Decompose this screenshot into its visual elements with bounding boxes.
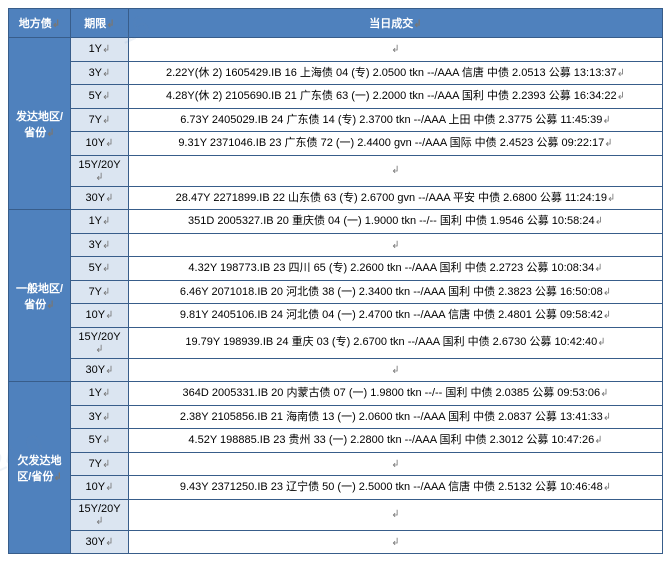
term-cell: 10Y↲ xyxy=(71,132,129,156)
table-row: 5Y↲4.32Y 198773.IB 23 四川 65 (专) 2.2600 t… xyxy=(9,257,663,281)
data-cell: 2.22Y(休 2) 1605429.IB 16 上海债 04 (专) 2.05… xyxy=(129,61,663,85)
term-cell: 3Y↲ xyxy=(71,405,129,429)
data-cell: 4.28Y(休 2) 2105690.IB 21 广东债 63 (一) 2.20… xyxy=(129,85,663,109)
term-cell: 30Y↲ xyxy=(71,186,129,210)
section-header: 一般地区/省份↲ xyxy=(9,210,71,382)
table-row: 3Y↲↲ xyxy=(9,233,663,257)
table-row: 3Y↲2.38Y 2105856.IB 21 海南债 13 (一) 2.0600… xyxy=(9,405,663,429)
term-cell: 10Y↲ xyxy=(71,476,129,500)
data-cell: 364D 2005331.IB 20 内蒙古债 07 (一) 1.9800 tk… xyxy=(129,382,663,406)
table-row: 15Y/20Y↲19.79Y 198939.IB 24 重庆 03 (专) 2.… xyxy=(9,327,663,358)
table-row: 10Y↲9.31Y 2371046.IB 23 广东债 72 (一) 2.440… xyxy=(9,132,663,156)
data-cell: 9.81Y 2405106.IB 24 河北债 04 (一) 2.4700 tk… xyxy=(129,304,663,328)
data-cell: 28.47Y 2271899.IB 22 山东债 63 (专) 2.6700 g… xyxy=(129,186,663,210)
table-row: 10Y↲9.81Y 2405106.IB 24 河北债 04 (一) 2.470… xyxy=(9,304,663,328)
header-col3: 当日成交↲ xyxy=(129,9,663,38)
data-cell: 9.43Y 2371250.IB 23 辽宁债 50 (一) 2.5000 tk… xyxy=(129,476,663,500)
table-row: 15Y/20Y↲↲ xyxy=(9,499,663,530)
data-cell: 4.32Y 198773.IB 23 四川 65 (专) 2.2600 tkn … xyxy=(129,257,663,281)
term-cell: 15Y/20Y↲ xyxy=(71,327,129,358)
section-header: 欠发达地区/省份↲ xyxy=(9,382,71,554)
table-row: 10Y↲9.43Y 2371250.IB 23 辽宁债 50 (一) 2.500… xyxy=(9,476,663,500)
term-cell: 1Y↲ xyxy=(71,38,129,62)
section-header: 发达地区/省份↲ xyxy=(9,38,71,210)
data-cell: 6.46Y 2071018.IB 20 河北债 38 (一) 2.3400 tk… xyxy=(129,280,663,304)
data-cell: 19.79Y 198939.IB 24 重庆 03 (专) 2.6700 tkn… xyxy=(129,327,663,358)
term-cell: 1Y↲ xyxy=(71,382,129,406)
table-row: 15Y/20Y↲↲ xyxy=(9,155,663,186)
data-cell: 351D 2005327.IB 20 重庆债 04 (一) 1.9000 tkn… xyxy=(129,210,663,234)
table-row: 7Y↲6.73Y 2405029.IB 24 广东债 14 (专) 2.3700… xyxy=(9,108,663,132)
term-cell: 3Y↲ xyxy=(71,233,129,257)
data-cell: ↲ xyxy=(129,358,663,382)
header-col1: 地方债↲ xyxy=(9,9,71,38)
term-cell: 15Y/20Y↲ xyxy=(71,499,129,530)
term-cell: 1Y↲ xyxy=(71,210,129,234)
table-row: 30Y↲28.47Y 2271899.IB 22 山东债 63 (专) 2.67… xyxy=(9,186,663,210)
table-row: 7Y↲6.46Y 2071018.IB 20 河北债 38 (一) 2.3400… xyxy=(9,280,663,304)
table-row: 30Y↲↲ xyxy=(9,530,663,554)
bond-table: 地方债↲ 期限↲ 当日成交↲ 发达地区/省份↲1Y↲↲3Y↲2.22Y(休 2)… xyxy=(8,8,663,554)
term-cell: 5Y↲ xyxy=(71,429,129,453)
data-cell: 2.38Y 2105856.IB 21 海南债 13 (一) 2.0600 tk… xyxy=(129,405,663,429)
data-cell: ↲ xyxy=(129,38,663,62)
term-cell: 30Y↲ xyxy=(71,358,129,382)
term-cell: 3Y↲ xyxy=(71,61,129,85)
table-row: 5Y↲4.52Y 198885.IB 23 贵州 33 (一) 2.2800 t… xyxy=(9,429,663,453)
term-cell: 5Y↲ xyxy=(71,85,129,109)
term-cell: 7Y↲ xyxy=(71,108,129,132)
term-cell: 10Y↲ xyxy=(71,304,129,328)
table-row: 发达地区/省份↲1Y↲↲ xyxy=(9,38,663,62)
data-cell: ↲ xyxy=(129,155,663,186)
table-row: 30Y↲↲ xyxy=(9,358,663,382)
table-row: 7Y↲↲ xyxy=(9,452,663,476)
term-cell: 5Y↲ xyxy=(71,257,129,281)
table-row: 欠发达地区/省份↲1Y↲364D 2005331.IB 20 内蒙古债 07 (… xyxy=(9,382,663,406)
data-cell: 4.52Y 198885.IB 23 贵州 33 (一) 2.2800 tkn … xyxy=(129,429,663,453)
data-cell: 6.73Y 2405029.IB 24 广东债 14 (专) 2.3700 tk… xyxy=(129,108,663,132)
data-cell: ↲ xyxy=(129,452,663,476)
table-row: 5Y↲4.28Y(休 2) 2105690.IB 21 广东债 63 (一) 2… xyxy=(9,85,663,109)
term-cell: 7Y↲ xyxy=(71,280,129,304)
data-cell: ↲ xyxy=(129,530,663,554)
table-row: 3Y↲2.22Y(休 2) 1605429.IB 16 上海债 04 (专) 2… xyxy=(9,61,663,85)
header-col2: 期限↲ xyxy=(71,9,129,38)
table-row: 一般地区/省份↲1Y↲351D 2005327.IB 20 重庆债 04 (一)… xyxy=(9,210,663,234)
term-cell: 7Y↲ xyxy=(71,452,129,476)
term-cell: 30Y↲ xyxy=(71,530,129,554)
term-cell: 15Y/20Y↲ xyxy=(71,155,129,186)
data-cell: ↲ xyxy=(129,233,663,257)
data-cell: ↲ xyxy=(129,499,663,530)
data-cell: 9.31Y 2371046.IB 23 广东债 72 (一) 2.4400 gv… xyxy=(129,132,663,156)
